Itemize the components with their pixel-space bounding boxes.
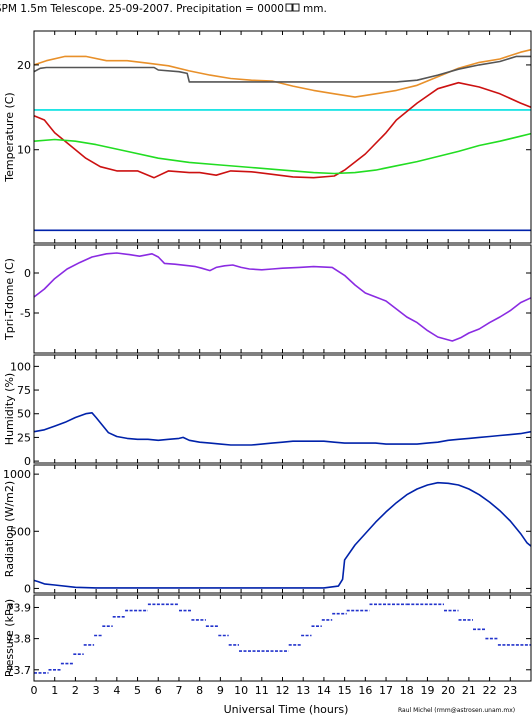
series-temperature-1 [33, 55, 531, 83]
y-axis-label: Tpri-Tdome (C) [3, 258, 16, 341]
y-tick-label: -5 [20, 307, 31, 320]
panel-tdiff: 0 -5 Tpri-Tdome (C) [3, 244, 532, 354]
x-tick-label: 19 [420, 684, 434, 697]
y-tick-label: 0 [24, 582, 31, 595]
x-tick-label: 20 [441, 684, 455, 697]
y-axis-label: Radiation (W/m2) [3, 481, 16, 577]
x-axis-label: Universal Time (hours) [224, 703, 349, 716]
x-tick-label: 17 [379, 684, 393, 697]
title-box-glyph [292, 3, 300, 12]
x-tick-label: 5 [134, 684, 141, 697]
x-tick-label: 10 [234, 684, 248, 697]
y-tick-label: 73.8 [7, 633, 32, 646]
y-tick-label: 73.7 [7, 664, 32, 677]
credit-text: Raul Michel (rmm@astrosen.unam.mx) [398, 707, 515, 714]
x-tick-label: 4 [113, 684, 120, 697]
series-temperature-3 [33, 81, 532, 179]
x-tick-label: 8 [196, 684, 203, 697]
y-axis-label: Humidity (%) [3, 373, 16, 445]
panel-temperature: 10 20 Temperature (C) [3, 30, 532, 244]
y-tick-label: 0 [24, 267, 31, 280]
x-tick-label: 18 [400, 684, 414, 697]
series-tdiff-0 [33, 252, 532, 342]
y-tick-label: 10 [17, 144, 31, 157]
x-tick-label: 13 [296, 684, 310, 697]
x-tick-label: 12 [276, 684, 290, 697]
x-tick-label: 16 [358, 684, 372, 697]
x-tick-label: 0 [31, 684, 38, 697]
x-tick-label: 22 [483, 684, 497, 697]
series-radiation-0 [33, 481, 532, 589]
title-unit: mm. [303, 3, 327, 15]
y-tick-label: 500 [10, 525, 31, 538]
x-tick-label: 9 [217, 684, 224, 697]
x-tick-label: 6 [155, 684, 162, 697]
x-tick-label: 23 [503, 684, 517, 697]
series-humidity-0 [33, 412, 532, 446]
y-tick-label: 25 [17, 431, 31, 444]
y-tick-label: 75 [17, 384, 31, 397]
x-tick-label: 21 [462, 684, 476, 697]
y-tick-label: 20 [17, 59, 31, 72]
y-axis-label: Pressure (kPa) [3, 599, 16, 677]
chart-title: SPM 1.5m Telescope. 25-09-2007. Precipit… [0, 3, 284, 15]
series-temperature-4 [33, 132, 532, 175]
x-tick-label: 2 [72, 684, 79, 697]
x-tick-label: 15 [338, 684, 352, 697]
x-tick-label: 11 [255, 684, 269, 697]
y-axis-label: Temperature (C) [3, 92, 16, 182]
y-tick-label: 100 [10, 360, 31, 373]
x-tick-label: 7 [175, 684, 182, 697]
y-tick-label: 0 [24, 455, 31, 468]
y-tick-label: 1000 [3, 468, 31, 481]
x-tick-label: 1 [51, 684, 58, 697]
x-tick-label: 14 [317, 684, 331, 697]
y-tick-label: 50 [17, 408, 31, 421]
title-box-glyph [285, 3, 293, 12]
y-tick-label: 73.9 [7, 602, 32, 615]
x-tick-label: 3 [93, 684, 100, 697]
